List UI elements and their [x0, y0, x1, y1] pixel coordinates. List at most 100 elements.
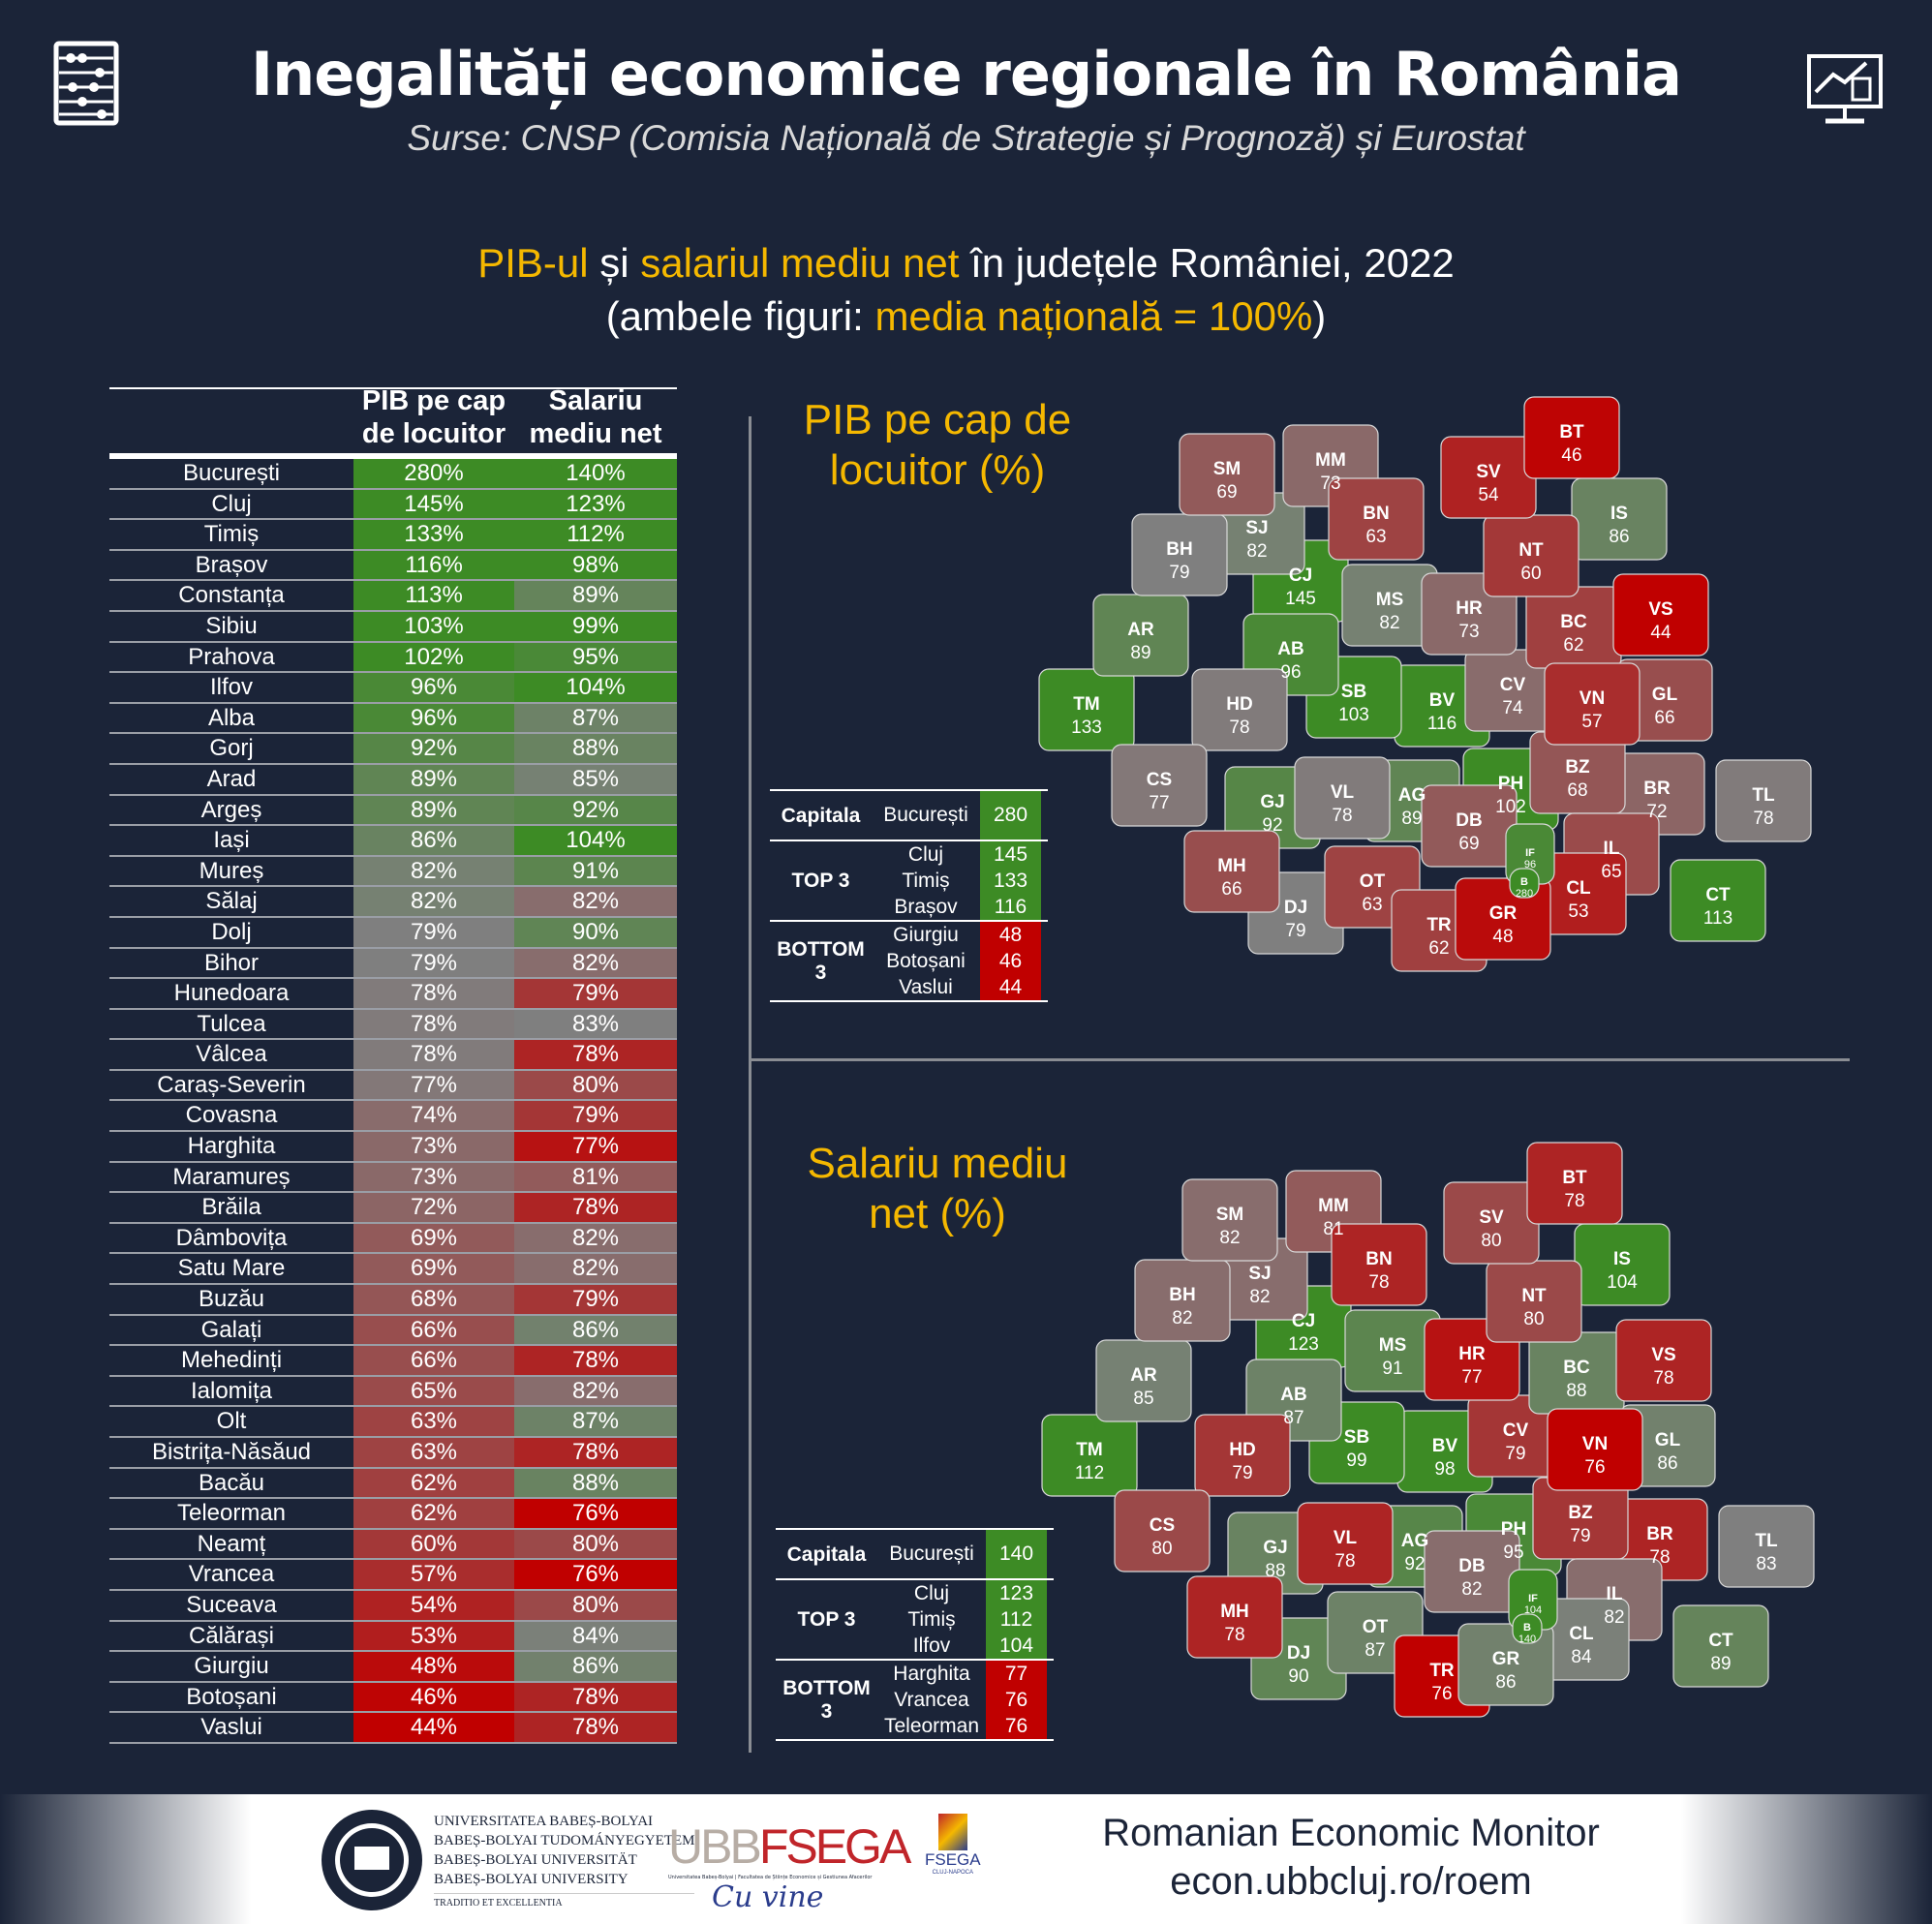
salary-cell: 92%: [514, 795, 677, 825]
table-row: Brăila 72% 78%: [109, 1193, 677, 1224]
county-code-label: CJ: [1292, 1311, 1315, 1331]
county-name: Maramureș: [172, 1163, 291, 1190]
table-row: București 280% 140%: [109, 459, 677, 490]
county-code-label: PH: [1501, 1519, 1526, 1540]
bottom-3-label: BOTTOM 3: [782, 1676, 871, 1723]
county-code-label: BV: [1432, 1436, 1458, 1456]
summary-value: 76: [1004, 1715, 1028, 1737]
summary-name: Vaslui: [899, 976, 953, 998]
table-row: Vâlcea 78% 78%: [109, 1040, 677, 1071]
county-gr: [1455, 877, 1551, 961]
county-name: Galați: [200, 1316, 262, 1343]
county-value-label: 62: [1563, 635, 1583, 656]
county-code-label: AB: [1277, 639, 1303, 659]
county-value-label: 78: [1653, 1368, 1673, 1389]
county-code-label: BZ: [1568, 1503, 1593, 1523]
county-code-label: SM: [1216, 1205, 1244, 1225]
capital-value: 140: [986, 1530, 1047, 1578]
pib-cell: 46%: [353, 1682, 514, 1712]
salary-cell: 80%: [514, 1070, 677, 1100]
county-bn: [1328, 477, 1425, 561]
county-bn: [1331, 1223, 1427, 1306]
county-code-label: BZ: [1565, 757, 1590, 778]
county-value-label: 88: [1265, 1561, 1285, 1581]
county-value-label: 116: [1427, 714, 1457, 734]
county-code-label: BV: [1429, 690, 1456, 711]
salary-summary-table: Capitala București 140 TOP 3 Cluj Timiș Ilfov 1…: [776, 1528, 1054, 1741]
county-code-label: AR: [1130, 1365, 1157, 1386]
capital-label: Capitala: [786, 1542, 867, 1566]
map-pib-title: PIB pe cap de locuitor (%): [753, 395, 1121, 496]
county-tm: [1038, 668, 1135, 751]
table-row: Dâmbovița 69% 82%: [109, 1223, 677, 1255]
page-title: Inegalități economice regionale în Român…: [251, 39, 1682, 109]
county-vn: [1547, 1408, 1643, 1491]
heading-part: și: [588, 240, 641, 286]
county-value-label: 98: [1434, 1459, 1455, 1480]
county-value-label: 73: [1320, 473, 1340, 494]
county-code-label: CL: [1569, 1624, 1594, 1644]
county-code-label: DJ: [1287, 1643, 1310, 1664]
county-value-label: 123: [1288, 1334, 1319, 1355]
county-code-label: BT: [1562, 1168, 1587, 1188]
top-3-label: TOP 3: [791, 869, 850, 892]
salary-cell: 85%: [514, 764, 677, 794]
county-name: Covasna: [185, 1102, 278, 1129]
county-value-label: 79: [1570, 1526, 1590, 1546]
monitor-url[interactable]: econ.ubbcluj.ro/roem: [1170, 1860, 1532, 1903]
county-code-label: SB: [1341, 682, 1366, 702]
pib-cell: 78%: [353, 979, 514, 1008]
pib-cell: 145%: [353, 489, 514, 519]
ubb-seal-logo: [320, 1808, 424, 1912]
county-table: PIB pe cap de locuitor Salariu mediu net…: [109, 385, 677, 1744]
county-code-label: MS: [1379, 1335, 1407, 1356]
table-row: Covasna 74% 79%: [109, 1101, 677, 1133]
capital-name: București: [889, 1542, 974, 1565]
summary-name: Giurgiu: [893, 924, 959, 946]
salary-cell: 77%: [514, 1132, 677, 1161]
section-heading-line2: (ambele figuri: media națională = 100%): [0, 293, 1932, 340]
county-name: Vaslui: [200, 1714, 262, 1741]
county-code-label: B: [1523, 1622, 1531, 1634]
salary-cell: 79%: [514, 1285, 677, 1314]
pib-cell: 73%: [353, 1162, 514, 1192]
county-code-label: IL: [1604, 839, 1620, 859]
county-code-label: HD: [1226, 694, 1252, 715]
county-value-label: 46: [1561, 445, 1581, 466]
county-value-label: 87: [1365, 1640, 1385, 1661]
county-tl: [1718, 1505, 1815, 1588]
county-b: [1509, 868, 1540, 899]
pib-cell: 44%: [353, 1713, 514, 1742]
salary-cell: 123%: [514, 489, 677, 519]
county-code-label: VN: [1579, 688, 1605, 709]
table-row: Iași 86% 104%: [109, 826, 677, 857]
pib-cell: 78%: [353, 1040, 514, 1069]
pib-cell: 72%: [353, 1193, 514, 1222]
county-gr: [1457, 1623, 1554, 1706]
pib-cell: 89%: [353, 795, 514, 825]
summary-value: 46: [998, 950, 1023, 972]
pib-cell: 66%: [353, 1346, 514, 1375]
table-row: Vrancea 57% 76%: [109, 1560, 677, 1591]
logo-subtitle: Universitatea Babeș-Bolyai | Facultatea …: [668, 1875, 873, 1880]
county-name: Timiș: [203, 521, 260, 548]
salary-cell: 88%: [514, 734, 677, 763]
summary-name: Harghita: [893, 1663, 970, 1685]
table-row: Tulcea 78% 83%: [109, 1009, 677, 1041]
county-vs: [1615, 1319, 1712, 1402]
pib-cell: 53%: [353, 1621, 514, 1651]
county-code-label: CV: [1500, 675, 1526, 695]
salary-cell: 82%: [514, 1254, 677, 1284]
salary-cell: 90%: [514, 917, 677, 947]
bottom-3-names: Giurgiu Botoșani Vaslui: [872, 922, 980, 1000]
county-code-label: TM: [1076, 1440, 1102, 1460]
county-cs: [1114, 1489, 1211, 1573]
summary-value: 123: [998, 1582, 1034, 1604]
salary-cell: 87%: [514, 1407, 677, 1436]
county-name: Alba: [207, 704, 256, 731]
heading-part: salariul mediu net: [640, 240, 960, 286]
county-code-label: CV: [1503, 1420, 1529, 1441]
county-value-label: 89: [1130, 643, 1150, 663]
county-name: Buzău: [198, 1286, 265, 1313]
